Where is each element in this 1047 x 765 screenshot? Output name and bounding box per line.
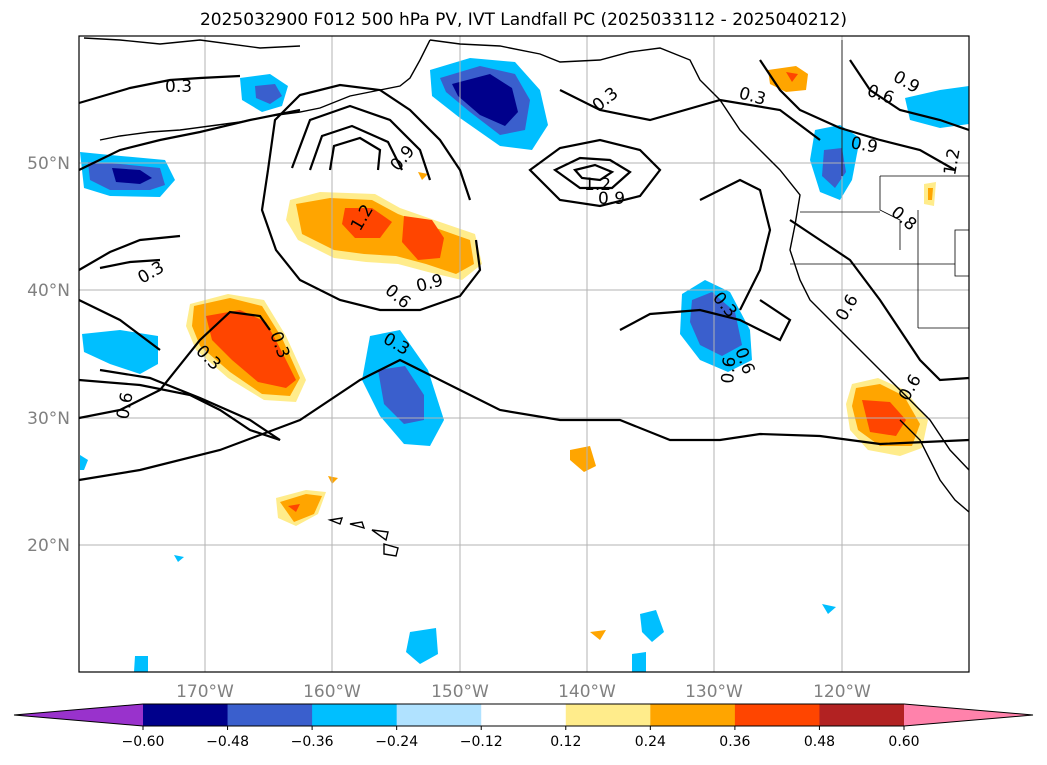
lat-label: 40°N [27, 281, 70, 301]
contour-label: 0.3 [165, 77, 192, 97]
lat-label: 30°N [27, 409, 70, 429]
lon-label: 170°W [176, 682, 234, 702]
lon-label: 120°W [813, 682, 871, 702]
colorbar-tick-label: 0.36 [719, 734, 750, 750]
coastlines [83, 37, 970, 557]
latitude-labels: 20°N 30°N 40°N 50°N [27, 154, 70, 556]
contour-label: 0.6 [718, 356, 740, 385]
colorbar-tick-label: 0.60 [888, 734, 919, 750]
colorbar: −0.60 −0.48 −0.36 −0.24 −0.12 0.12 0.24 0.36 0.4… [13, 703, 1034, 750]
colorbar-segment [650, 704, 736, 726]
map-title: 2025032900 F012 500 hPa PV, IVT Landfall… [199, 10, 847, 30]
contour-label: 0.9 [598, 189, 625, 209]
lon-label: 160°W [303, 682, 361, 702]
colorbar-tick-label: −0.36 [291, 734, 334, 750]
colorbar-tick-label: −0.12 [460, 734, 503, 750]
contour-label: 1.2 [584, 175, 611, 195]
ivt-contours [78, 59, 970, 482]
longitude-labels: 170°W 160°W 150°W 140°W 130°W 120°W [176, 682, 871, 702]
lon-label: 150°W [431, 682, 489, 702]
contour-label: 1.2 [940, 147, 964, 177]
colorbar-segment [312, 704, 398, 726]
colorbar-segment [396, 704, 482, 726]
lon-label: 140°W [558, 682, 616, 702]
colorbar-tick-label: 0.24 [635, 734, 666, 750]
colorbar-extend-low [14, 704, 143, 726]
colorbar-segment [481, 704, 567, 726]
colorbar-segment [565, 704, 651, 726]
colorbar-extend-high [904, 704, 1033, 726]
colorbar-tick-label: −0.24 [375, 734, 418, 750]
contour-label: 0.9 [849, 133, 879, 157]
colorbar-tick-label: 0.48 [804, 734, 835, 750]
map-panel: 0.3 0.3 0.3 0.3 0.3 0.3 0.3 0.3 0.6 0.6 … [78, 35, 970, 673]
colorbar-segment [227, 704, 313, 726]
colorbar-tick-label: 0.12 [550, 734, 581, 750]
map-border [78, 35, 970, 673]
colorbar-tick-label: −0.60 [122, 734, 165, 750]
colorbar-segment [819, 704, 905, 726]
lon-label: 130°W [685, 682, 743, 702]
colorbar-segment [734, 704, 820, 726]
contour-label: 0.6 [113, 391, 137, 421]
colorbar-tick-label: −0.48 [206, 734, 249, 750]
lat-label: 20°N [27, 536, 70, 556]
colorbar-segment [143, 704, 229, 726]
state-borders [790, 40, 970, 329]
lat-label: 50°N [27, 154, 70, 174]
